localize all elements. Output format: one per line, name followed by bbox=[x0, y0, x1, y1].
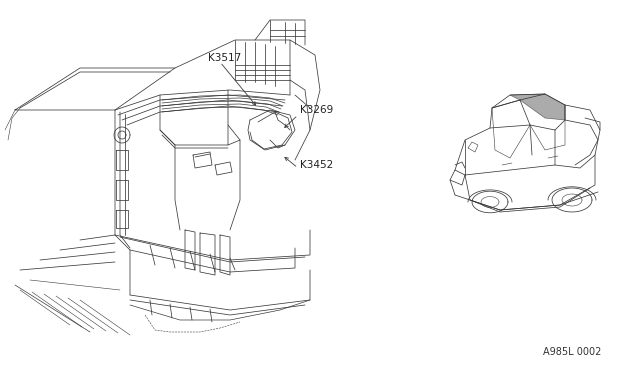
Text: K3517: K3517 bbox=[208, 53, 241, 63]
Text: K3269: K3269 bbox=[300, 105, 333, 115]
Polygon shape bbox=[510, 94, 565, 120]
Text: K3452: K3452 bbox=[300, 160, 333, 170]
Text: A985L 0002: A985L 0002 bbox=[543, 347, 601, 357]
